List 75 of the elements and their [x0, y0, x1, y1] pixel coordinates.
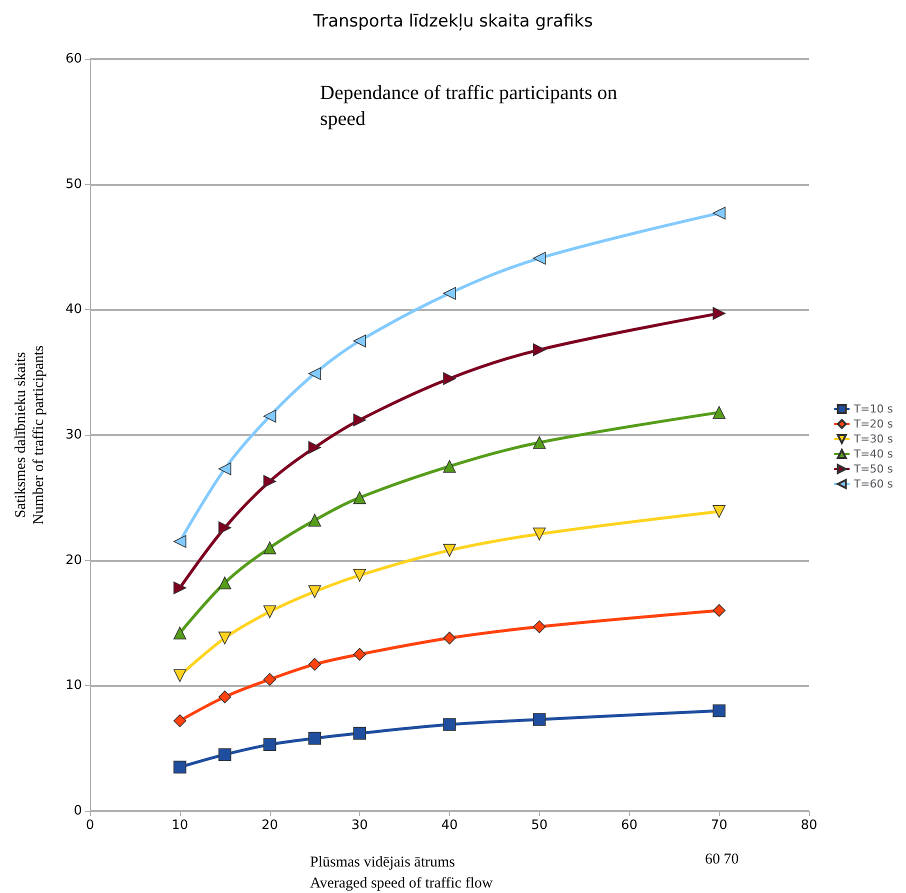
point — [353, 334, 366, 348]
point — [263, 605, 276, 618]
point — [173, 582, 186, 594]
y-tick-label: 40 — [65, 302, 82, 318]
legend-label: T=60 s — [852, 478, 894, 490]
point — [263, 474, 276, 488]
point — [443, 718, 456, 731]
x-tick-label: 70 — [710, 818, 728, 833]
point — [218, 690, 232, 704]
text: 60 70 — [705, 852, 739, 868]
point — [443, 632, 456, 644]
point — [173, 669, 186, 682]
y-tick-label: 30 — [65, 428, 82, 442]
point — [353, 726, 366, 740]
point — [532, 528, 546, 540]
point — [353, 414, 366, 426]
y-tick-label: 0 — [74, 804, 82, 818]
point — [712, 505, 726, 518]
point — [263, 738, 276, 751]
point — [218, 632, 232, 644]
point — [353, 568, 366, 582]
point — [173, 714, 186, 728]
point — [308, 367, 322, 380]
point — [308, 658, 322, 671]
x-axis-title: Plūsmas vidējais ātrums Averaged speed of traffic flow — [310, 854, 493, 892]
point — [218, 748, 232, 761]
x-tick-label: 40 — [441, 818, 458, 833]
y-tick-label: 60 — [65, 52, 82, 66]
x-tick-label: 80 — [800, 818, 818, 833]
point — [308, 441, 322, 454]
point — [173, 760, 186, 774]
point — [308, 732, 322, 745]
point — [218, 521, 232, 534]
point — [218, 462, 232, 476]
point — [712, 406, 726, 419]
point — [712, 307, 726, 320]
point — [173, 535, 186, 548]
y-axis-title: Satiksmes dalībnieku skaits Number of traffic participants — [13, 345, 47, 525]
point — [712, 704, 726, 718]
point — [532, 436, 546, 449]
point — [308, 514, 322, 527]
point — [218, 576, 232, 590]
legend-label: T=20 s — [852, 418, 894, 430]
point — [532, 343, 546, 356]
legend-label: T=30 s — [852, 432, 894, 446]
point — [263, 673, 276, 686]
point — [263, 410, 276, 423]
point — [443, 460, 456, 473]
y-tick-label: 50 — [65, 176, 82, 192]
y-tick-label: 10 — [65, 678, 82, 694]
point — [353, 648, 366, 661]
point — [712, 206, 726, 220]
point — [712, 604, 726, 617]
legend-label: T=50 s — [852, 462, 894, 476]
point — [532, 620, 546, 634]
point — [443, 544, 456, 557]
legend-label: T=10 s — [852, 402, 894, 416]
point — [263, 541, 276, 554]
y-tick-label: 20 — [65, 552, 82, 568]
x-tick-label: 30 — [351, 818, 368, 833]
point — [308, 585, 322, 598]
point — [443, 372, 456, 385]
x-tick-label: 20 — [261, 818, 278, 833]
x-tick-label: 10 — [172, 818, 188, 833]
legend-label: T=40 s — [852, 448, 894, 460]
x-tick-label: 50 — [531, 818, 548, 833]
x-tick-label: 0 — [86, 818, 94, 833]
point — [353, 491, 366, 504]
point — [532, 713, 546, 726]
point — [532, 252, 546, 265]
chart-title: Transporta līdzekļu skaita grafiks — [312, 12, 593, 32]
x-tick-label: 60 — [620, 818, 638, 833]
point — [173, 626, 186, 640]
point — [443, 286, 456, 300]
annotation: Dependance of traffic participants on speed — [320, 82, 618, 130]
